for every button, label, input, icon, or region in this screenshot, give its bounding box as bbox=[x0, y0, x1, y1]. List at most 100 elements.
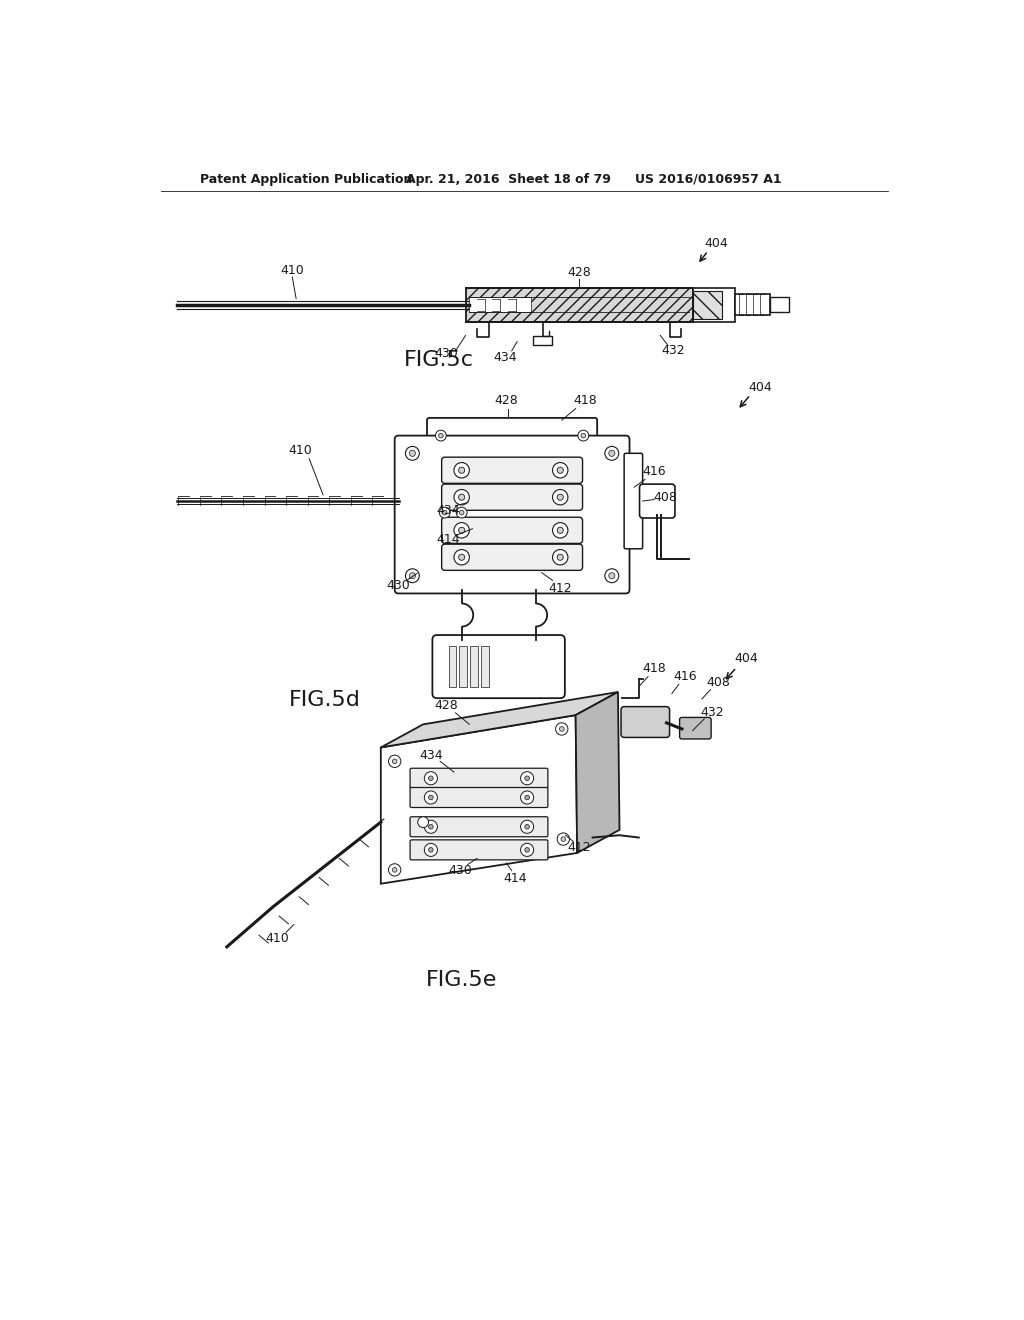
Ellipse shape bbox=[525, 776, 529, 780]
Text: 412: 412 bbox=[567, 841, 591, 854]
Circle shape bbox=[442, 511, 447, 515]
Text: 428: 428 bbox=[495, 395, 518, 408]
Ellipse shape bbox=[424, 820, 437, 833]
Circle shape bbox=[410, 573, 416, 578]
Ellipse shape bbox=[429, 825, 433, 829]
Bar bbox=[466, 288, 692, 322]
Text: 434: 434 bbox=[436, 504, 460, 517]
Bar bbox=[692, 290, 722, 318]
Ellipse shape bbox=[429, 847, 433, 853]
Text: 414: 414 bbox=[504, 871, 527, 884]
Ellipse shape bbox=[459, 554, 465, 561]
Text: 404: 404 bbox=[734, 652, 759, 665]
FancyBboxPatch shape bbox=[410, 817, 548, 837]
FancyBboxPatch shape bbox=[441, 484, 583, 511]
Ellipse shape bbox=[454, 462, 469, 478]
Ellipse shape bbox=[553, 549, 568, 565]
Text: Patent Application Publication: Patent Application Publication bbox=[200, 173, 413, 186]
Circle shape bbox=[457, 507, 467, 517]
FancyBboxPatch shape bbox=[432, 635, 565, 698]
FancyBboxPatch shape bbox=[441, 517, 583, 544]
FancyBboxPatch shape bbox=[441, 544, 583, 570]
Text: 404: 404 bbox=[703, 236, 728, 249]
Circle shape bbox=[439, 507, 451, 517]
Circle shape bbox=[556, 723, 568, 735]
Text: Apr. 21, 2016  Sheet 18 of 79: Apr. 21, 2016 Sheet 18 of 79 bbox=[407, 173, 611, 186]
Ellipse shape bbox=[520, 843, 534, 857]
Ellipse shape bbox=[429, 795, 433, 800]
Circle shape bbox=[392, 867, 397, 873]
FancyBboxPatch shape bbox=[680, 718, 711, 739]
Text: 416: 416 bbox=[642, 465, 666, 478]
Text: 416: 416 bbox=[673, 671, 696, 684]
Circle shape bbox=[578, 430, 589, 441]
Text: 434: 434 bbox=[494, 351, 517, 363]
FancyBboxPatch shape bbox=[427, 418, 597, 453]
Polygon shape bbox=[575, 692, 620, 853]
Ellipse shape bbox=[424, 772, 437, 785]
Bar bbox=[735, 294, 770, 315]
Ellipse shape bbox=[454, 523, 469, 539]
Text: 408: 408 bbox=[707, 676, 730, 689]
Polygon shape bbox=[381, 692, 617, 747]
FancyBboxPatch shape bbox=[640, 484, 675, 517]
Ellipse shape bbox=[459, 527, 465, 533]
Ellipse shape bbox=[454, 549, 469, 565]
FancyBboxPatch shape bbox=[625, 453, 643, 549]
Circle shape bbox=[605, 446, 618, 461]
Text: FIG.5e: FIG.5e bbox=[426, 970, 498, 990]
FancyBboxPatch shape bbox=[410, 768, 548, 788]
Circle shape bbox=[388, 755, 400, 767]
Bar bbox=[460, 645, 467, 688]
Text: 412: 412 bbox=[549, 582, 572, 594]
Text: 428: 428 bbox=[434, 698, 458, 711]
Text: 428: 428 bbox=[567, 265, 591, 279]
Circle shape bbox=[608, 573, 614, 578]
Ellipse shape bbox=[424, 843, 437, 857]
Text: US 2016/0106957 A1: US 2016/0106957 A1 bbox=[635, 173, 781, 186]
Ellipse shape bbox=[553, 523, 568, 539]
FancyBboxPatch shape bbox=[621, 706, 670, 738]
Circle shape bbox=[435, 430, 446, 441]
Bar bbox=[449, 645, 457, 688]
Ellipse shape bbox=[459, 467, 465, 474]
Circle shape bbox=[581, 433, 586, 438]
Ellipse shape bbox=[520, 791, 534, 804]
FancyBboxPatch shape bbox=[441, 457, 583, 483]
Text: 418: 418 bbox=[642, 663, 666, 676]
Text: 418: 418 bbox=[573, 395, 597, 408]
Bar bbox=[692, 288, 735, 322]
Ellipse shape bbox=[557, 494, 563, 500]
Ellipse shape bbox=[525, 795, 529, 800]
Text: 430: 430 bbox=[449, 865, 472, 878]
Text: 410: 410 bbox=[281, 264, 304, 277]
Ellipse shape bbox=[557, 467, 563, 474]
Text: 408: 408 bbox=[653, 491, 678, 504]
Circle shape bbox=[388, 863, 400, 876]
Bar bbox=[469, 297, 531, 313]
Ellipse shape bbox=[520, 772, 534, 785]
Circle shape bbox=[557, 833, 569, 845]
Circle shape bbox=[605, 569, 618, 582]
Circle shape bbox=[418, 817, 429, 828]
Ellipse shape bbox=[557, 527, 563, 533]
Text: 414: 414 bbox=[436, 533, 460, 546]
Text: 430: 430 bbox=[434, 347, 458, 360]
Circle shape bbox=[392, 759, 397, 763]
Text: 434: 434 bbox=[419, 748, 442, 762]
Ellipse shape bbox=[520, 820, 534, 833]
FancyBboxPatch shape bbox=[394, 436, 630, 594]
Ellipse shape bbox=[424, 791, 437, 804]
Circle shape bbox=[406, 446, 419, 461]
Text: 432: 432 bbox=[662, 345, 685, 358]
Ellipse shape bbox=[429, 776, 433, 780]
Text: FIG.5d: FIG.5d bbox=[289, 690, 360, 710]
Bar bbox=[534, 335, 552, 345]
Polygon shape bbox=[381, 715, 578, 884]
Ellipse shape bbox=[525, 825, 529, 829]
Ellipse shape bbox=[557, 554, 563, 561]
Ellipse shape bbox=[553, 462, 568, 478]
Circle shape bbox=[438, 433, 443, 438]
Text: 410: 410 bbox=[265, 932, 289, 945]
Ellipse shape bbox=[454, 490, 469, 506]
